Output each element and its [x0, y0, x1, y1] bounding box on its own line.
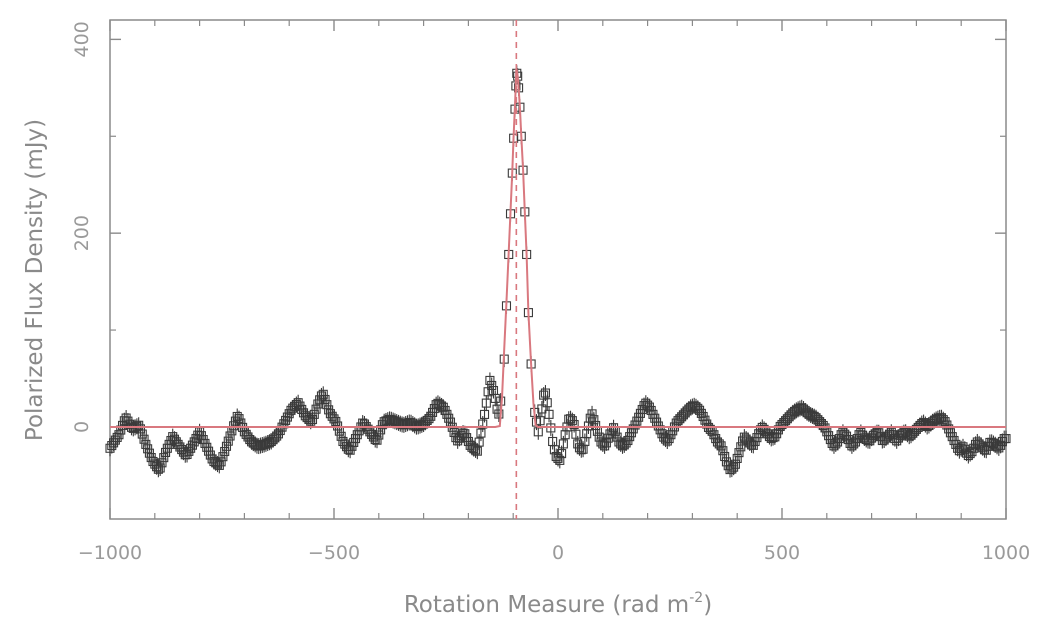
- data-point: [730, 459, 740, 469]
- data-point: [718, 446, 728, 456]
- data-point: [485, 375, 495, 385]
- data-point: [589, 415, 599, 425]
- data-point: [729, 462, 739, 472]
- data-point: [601, 438, 611, 448]
- data-point: [494, 409, 504, 419]
- data-point: [716, 441, 726, 451]
- x-axis-title-close: ): [703, 592, 712, 618]
- y-tick-labels: 0 200 400: [71, 21, 93, 433]
- data-point: [114, 430, 124, 440]
- data-point: [309, 409, 319, 419]
- data-point: [481, 398, 491, 408]
- data-point: [472, 446, 482, 456]
- minor-ticks: [110, 20, 1006, 519]
- data-point: [229, 421, 239, 431]
- error-bars: [109, 65, 1007, 478]
- data-point: [720, 451, 730, 462]
- data-point: [487, 380, 497, 391]
- x-tick-label: −1000: [78, 542, 142, 564]
- data-point: [476, 428, 486, 438]
- data-point: [732, 453, 742, 463]
- data-markers: [105, 68, 1011, 475]
- data-point: [135, 424, 146, 434]
- x-axis-title: Rotation Measure (rad m-2): [404, 590, 712, 618]
- data-point: [734, 448, 744, 458]
- data-point: [569, 419, 579, 430]
- data-point: [537, 404, 547, 414]
- y-tick-label: 400: [71, 21, 93, 57]
- data-point: [223, 436, 233, 446]
- data-point: [216, 457, 226, 467]
- x-tick-label: 1000: [982, 542, 1030, 564]
- data-point: [1001, 434, 1011, 444]
- data-point: [587, 409, 597, 419]
- y-axis-title: Polarized Flux Density (mJy): [22, 119, 48, 441]
- x-axis-title-main: Rotation Measure (rad m: [404, 592, 689, 618]
- data-point: [155, 463, 165, 473]
- data-point: [372, 435, 382, 445]
- x-tick-labels: −1000 −500 0 500 1000: [78, 542, 1030, 564]
- data-point: [479, 409, 490, 419]
- x-tick-label: −500: [308, 542, 360, 564]
- x-tick-label: 500: [764, 542, 800, 564]
- data-point: [474, 437, 484, 447]
- data-point: [591, 420, 601, 431]
- x-tick-label: 0: [552, 542, 564, 564]
- data-point: [557, 449, 567, 459]
- data-point: [490, 393, 500, 403]
- data-point: [218, 452, 228, 462]
- data-point: [159, 453, 169, 463]
- data-point: [558, 439, 568, 449]
- data-point: [736, 442, 746, 452]
- data-point: [311, 404, 321, 414]
- data-point: [318, 389, 328, 399]
- data-point: [220, 446, 230, 457]
- fit-line: [110, 68, 1006, 428]
- data-point: [374, 430, 384, 440]
- y-tick-label: 200: [71, 215, 93, 251]
- data-point: [137, 429, 147, 439]
- data-point: [571, 429, 581, 439]
- major-ticks: [109, 20, 1007, 519]
- data-point: [333, 421, 343, 431]
- data-point: [157, 458, 167, 468]
- data-point: [139, 434, 149, 444]
- data-point: [540, 388, 551, 398]
- data-point: [225, 431, 235, 441]
- data-point: [307, 414, 318, 425]
- data-point: [544, 409, 554, 419]
- data-point: [542, 398, 552, 408]
- data-point: [555, 455, 565, 465]
- data-point: [478, 419, 488, 429]
- data-point: [320, 394, 330, 405]
- x-axis-title-exponent: -2: [689, 590, 703, 606]
- data-point: [221, 441, 232, 451]
- y-tick-label: 0: [71, 421, 93, 433]
- data-point: [322, 400, 332, 410]
